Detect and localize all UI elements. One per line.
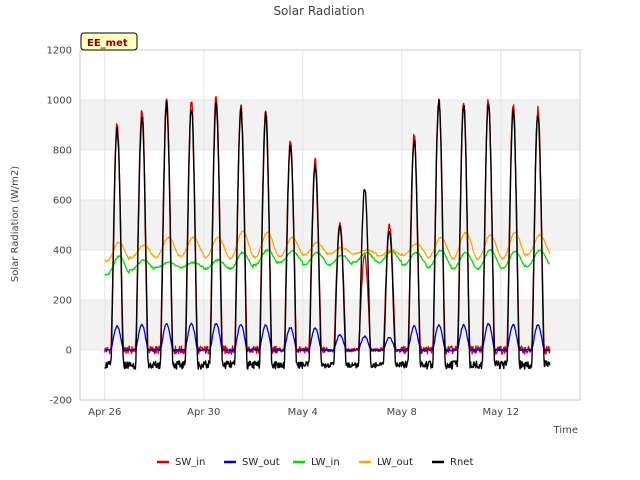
series-layer [104,96,551,370]
x-tick-label: May 12 [483,407,520,418]
y-tick-label: 800 [53,146,72,157]
y-tick-label: 600 [53,196,72,207]
series-line-rnet [104,99,551,370]
x-tick-label: Apr 30 [187,407,220,418]
grid-lines [80,49,580,401]
y-tick-label: 0 [66,346,72,357]
legend-label-rnet: Rnet [450,457,473,468]
chart-title: Solar Radiation [273,4,364,18]
series-line-sw_out [104,322,551,352]
legend-label-lw_in: LW_in [311,457,340,468]
y-tick-label: 200 [53,296,72,307]
series-line-lw_out [104,230,551,263]
plot-frame [79,49,581,401]
station-badge: EE_met [80,32,138,51]
y-axis-title: Solar Radiation (W/m2) [10,166,21,282]
legend-label-lw_out: LW_out [377,457,413,468]
plot-bands [80,100,580,350]
x-tick-label: Apr 26 [88,407,121,418]
y-tick-label: 1200 [47,46,72,57]
x-tick-labels: Apr 26 Apr 30 May 4 May 8 May 12 [88,407,519,418]
y-tick-label: 400 [53,246,72,257]
legend: SW_in SW_out LW_in LW_out Rnet [157,457,473,468]
x-axis-title: Time [553,425,578,436]
y-tick-labels: -200 0 200 400 600 800 1000 1200 [47,46,72,407]
series-line-lw_in [104,248,551,276]
grid-band-800 [80,100,580,150]
x-tick-label: May 8 [387,407,417,418]
badge-label: EE_met [87,38,128,49]
x-tick-label: May 4 [288,407,318,418]
badge-box [80,32,138,51]
grid-band-400 [80,200,580,250]
legend-label-sw_out: SW_out [242,457,280,468]
y-tick-label: -200 [49,396,72,407]
y-tick-label: 1000 [47,96,72,107]
legend-label-sw_in: SW_in [175,457,205,468]
grid-band-0 [80,300,580,350]
